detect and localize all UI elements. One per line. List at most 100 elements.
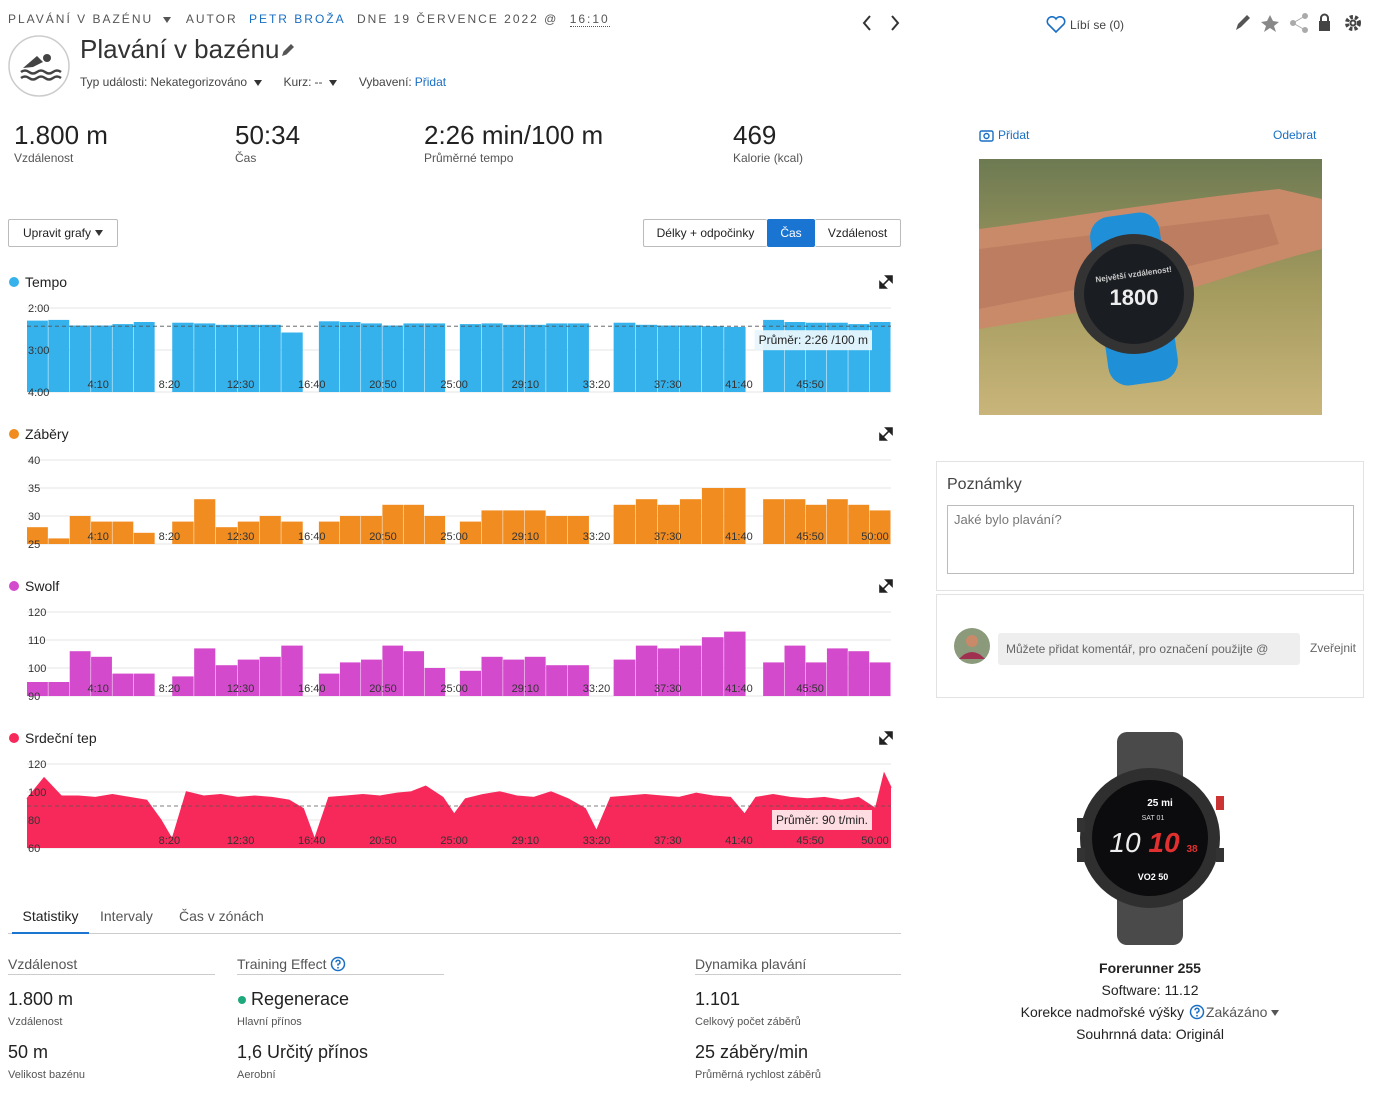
y-tick-label: 2:00 bbox=[28, 303, 49, 315]
bar bbox=[784, 499, 806, 544]
bar bbox=[567, 516, 589, 544]
camera-icon[interactable] bbox=[979, 128, 995, 142]
bar bbox=[503, 659, 525, 696]
tab[interactable]: Čas v zónách bbox=[179, 908, 264, 924]
status-dot bbox=[238, 996, 246, 1004]
y-tick-label: 40 bbox=[28, 455, 40, 467]
bar bbox=[403, 651, 425, 696]
prev-arrow[interactable] bbox=[862, 15, 871, 31]
x-tick-label: 20:50 bbox=[369, 683, 397, 695]
bar bbox=[701, 488, 724, 544]
comment-submit[interactable]: Zveřejnit bbox=[1310, 641, 1357, 655]
bar bbox=[503, 324, 525, 392]
chart-title: Srdeční tep bbox=[25, 730, 97, 746]
summary-value: 1.800 m bbox=[14, 120, 108, 150]
x-tick-label: 25:00 bbox=[440, 379, 468, 391]
chart: Srdeční tep 60 80 100 120 8:20 12:30 16:40 20:50… bbox=[9, 730, 893, 855]
stat-label: Vzdálenost bbox=[8, 1016, 63, 1028]
expand-icon[interactable] bbox=[879, 427, 893, 441]
summary-item: 1.800 m Vzdálenost bbox=[14, 120, 108, 165]
summary-label: Kalorie (kcal) bbox=[733, 151, 804, 165]
summary-label: Průměrné tempo bbox=[424, 151, 514, 165]
x-tick-label: 41:40 bbox=[725, 379, 753, 391]
expand-icon[interactable] bbox=[879, 731, 893, 745]
edit-icon[interactable] bbox=[1236, 15, 1250, 30]
help-icon[interactable] bbox=[1188, 1004, 1206, 1020]
notes-input[interactable]: Jaké bylo plavání? bbox=[947, 505, 1354, 574]
legend-dot bbox=[9, 429, 19, 439]
heart-icon[interactable] bbox=[1046, 16, 1066, 34]
add-photo[interactable]: Přidat bbox=[998, 128, 1030, 142]
breadcrumb-activity[interactable]: PLAVÁNÍ V BAZÉNU bbox=[8, 12, 154, 26]
bar bbox=[194, 648, 216, 696]
gear-icon[interactable] bbox=[1345, 15, 1361, 31]
stat-value: 1.800 m bbox=[8, 989, 74, 1009]
bar bbox=[869, 662, 891, 696]
remove-photo[interactable]: Odebrat bbox=[1273, 128, 1317, 142]
bar bbox=[724, 631, 746, 696]
bar bbox=[763, 662, 784, 696]
elevation-value[interactable]: Zakázáno bbox=[1205, 1004, 1268, 1020]
x-tick-label: 37:30 bbox=[654, 379, 682, 391]
meta-value[interactable]: Přidat bbox=[414, 75, 447, 89]
share-icon[interactable] bbox=[1290, 13, 1308, 33]
meta-value[interactable]: -- bbox=[314, 75, 323, 89]
edit-charts-button[interactable]: Upravit grafy bbox=[8, 219, 118, 247]
toggle-button[interactable]: Délky + odpočinky bbox=[643, 219, 767, 247]
x-tick-label: 16:40 bbox=[298, 683, 326, 695]
summary-label: Čas bbox=[235, 151, 257, 165]
legend-dot bbox=[9, 733, 19, 743]
toggle-button[interactable]: Vzdálenost bbox=[815, 219, 901, 247]
comment-input[interactable]: Můžete přidat komentář, pro označení pou… bbox=[998, 633, 1300, 665]
next-arrow[interactable] bbox=[891, 15, 900, 31]
author[interactable]: PETR BROŽA bbox=[248, 12, 346, 26]
x-tick-label: 33:20 bbox=[583, 531, 611, 543]
star-icon[interactable] bbox=[1261, 15, 1279, 32]
face-vo2: VO2 50 bbox=[1138, 872, 1169, 882]
bar bbox=[339, 662, 361, 696]
like[interactable]: Líbí se (0) bbox=[1070, 18, 1125, 32]
help-icon[interactable] bbox=[330, 956, 346, 972]
y-tick-label: 25 bbox=[28, 539, 40, 551]
x-tick-label: 41:40 bbox=[725, 531, 753, 543]
bar bbox=[133, 322, 155, 392]
toggle-button-active[interactable]: Čas bbox=[767, 219, 815, 247]
chart-title: Tempo bbox=[25, 274, 67, 290]
bar bbox=[194, 323, 216, 392]
bar bbox=[318, 673, 340, 696]
y-tick-label: 80 bbox=[28, 815, 40, 827]
bar bbox=[361, 659, 382, 696]
x-tick-label: 50:00 bbox=[861, 531, 889, 543]
tab[interactable]: Intervaly bbox=[100, 908, 153, 924]
expand-icon[interactable] bbox=[879, 579, 893, 593]
bar bbox=[237, 659, 260, 696]
legend-dot bbox=[9, 581, 19, 591]
bar bbox=[481, 510, 503, 544]
bar bbox=[259, 324, 281, 392]
x-tick-label: 45:50 bbox=[796, 835, 824, 847]
y-tick-label: 3:00 bbox=[28, 345, 49, 357]
title-edit-icon[interactable] bbox=[280, 42, 296, 58]
meta-label: Typ události: bbox=[80, 75, 148, 89]
bar bbox=[546, 516, 568, 544]
activity-photo[interactable]: Největší vzdálenost! 1800 bbox=[979, 159, 1322, 415]
average-label: Průměr: 90 t/min. bbox=[776, 813, 868, 827]
bar bbox=[361, 323, 382, 392]
y-tick-label: 4:00 bbox=[28, 387, 49, 399]
x-tick-label: 8:20 bbox=[159, 531, 180, 543]
tab-active[interactable]: Statistiky bbox=[12, 908, 89, 934]
expand-head bbox=[879, 280, 888, 289]
x-tick-label: 12:30 bbox=[227, 835, 255, 847]
lock-icon[interactable] bbox=[1319, 13, 1330, 32]
meta-value[interactable]: Nekategorizováno bbox=[150, 75, 248, 89]
bar bbox=[91, 325, 112, 392]
stats-column: Dynamika plavání 1.101 Celkový počet záb… bbox=[695, 956, 901, 1081]
expand-icon[interactable] bbox=[879, 275, 893, 289]
bar bbox=[724, 488, 746, 544]
expand-head bbox=[879, 736, 888, 745]
x-tick-label: 25:00 bbox=[440, 683, 468, 695]
nav-arrows[interactable] bbox=[858, 12, 908, 34]
stat-value: 50 m bbox=[8, 1042, 49, 1062]
caret bbox=[254, 79, 263, 86]
device-name: Forerunner 255 bbox=[1099, 960, 1201, 976]
